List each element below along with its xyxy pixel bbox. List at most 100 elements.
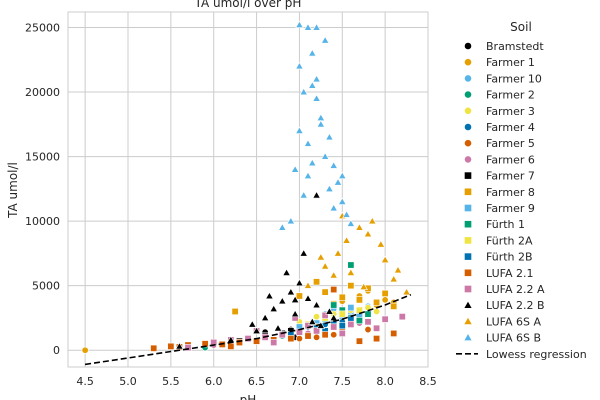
legend-label: Farmer 6 xyxy=(486,153,535,166)
series-lufa-2-2-a xyxy=(184,311,406,352)
data-point xyxy=(81,346,89,354)
data-point xyxy=(235,338,243,346)
data-point xyxy=(313,278,321,286)
data-point xyxy=(290,309,300,318)
legend-item-bramstedt: Bramstedt xyxy=(464,40,544,53)
data-point xyxy=(303,281,313,289)
legend-marker xyxy=(464,171,472,180)
data-point xyxy=(381,296,389,304)
data-point xyxy=(325,307,334,315)
x-axis-ticks: 4.5 5.0 5.5 6.0 6.5 7.0 7.5 8.0 8.5 xyxy=(76,375,436,388)
data-point xyxy=(295,278,304,287)
data-point xyxy=(287,335,295,343)
legend-label: LUFA 6S B xyxy=(486,332,541,345)
legend-marker xyxy=(464,155,472,164)
data-point xyxy=(381,289,389,297)
y-tick-label: 20000 xyxy=(25,86,60,99)
x-tick-label: 8.5 xyxy=(419,375,437,388)
data-point xyxy=(347,320,355,328)
data-point xyxy=(393,265,403,274)
data-point xyxy=(273,323,283,332)
legend-marker xyxy=(464,58,472,67)
legend-item-farmer-8: Farmer 8 xyxy=(464,186,535,199)
data-point xyxy=(330,301,338,309)
data-point xyxy=(347,304,355,312)
legend-item-farmer-9: Farmer 9 xyxy=(464,202,535,215)
data-point xyxy=(299,87,308,96)
y-axis-title: TA umol/l xyxy=(6,162,20,219)
y-tick-label: 10000 xyxy=(25,215,60,228)
data-point xyxy=(303,139,313,147)
data-point xyxy=(338,322,346,330)
legend-title: Soil xyxy=(510,20,532,34)
data-point xyxy=(290,295,300,303)
legend-label: Farmer 9 xyxy=(486,202,535,215)
legend-label: LUFA 2.1 xyxy=(486,267,533,280)
legend-label: LUFA 2.2 B xyxy=(486,299,545,312)
data-point xyxy=(373,298,381,306)
data-point xyxy=(398,313,406,321)
legend-item-farmer-7: Farmer 7 xyxy=(464,170,535,183)
data-point xyxy=(312,23,321,31)
legend-marker xyxy=(464,74,472,83)
data-point xyxy=(282,268,291,276)
legend-item-f-rth-2b: Fürth 2B xyxy=(464,251,533,264)
x-tick-label: 4.5 xyxy=(76,375,94,388)
legend-marker xyxy=(464,139,472,148)
data-point xyxy=(308,49,317,57)
legend-label: Farmer 3 xyxy=(486,105,535,118)
data-point xyxy=(290,165,300,173)
data-point xyxy=(269,304,278,312)
legend-label: Farmer 8 xyxy=(486,186,535,199)
data-point xyxy=(303,171,313,180)
data-point xyxy=(260,313,270,322)
y-axis-ticks: 0 5000 10000 15000 20000 25000 xyxy=(25,21,60,357)
data-point xyxy=(325,184,334,192)
data-point xyxy=(364,318,372,326)
series-lufa-2-2-b xyxy=(175,191,338,350)
x-tick-label: 6.0 xyxy=(205,375,223,388)
data-point xyxy=(184,344,192,352)
data-point xyxy=(320,152,330,160)
data-point xyxy=(329,161,338,169)
legend-item-farmer-1: Farmer 1 xyxy=(464,56,535,69)
data-point xyxy=(265,291,274,300)
data-point xyxy=(303,294,313,302)
legend-marker xyxy=(464,106,472,115)
legend-marker xyxy=(464,90,472,99)
series-farmer-8 xyxy=(231,278,398,315)
legend-item-farmer-6: Farmer 6 xyxy=(464,153,535,166)
data-point xyxy=(295,61,304,70)
data-point xyxy=(389,274,398,283)
data-point xyxy=(321,331,329,339)
data-point xyxy=(308,317,317,325)
legend-item-lufa-6s-b: LUFA 6S B xyxy=(463,332,541,345)
data-point xyxy=(312,300,321,309)
chart-title: TA umol/l over pH xyxy=(194,0,302,10)
y-tick-label: 5000 xyxy=(32,280,60,293)
data-point xyxy=(338,171,347,180)
data-point xyxy=(330,286,338,294)
legend: Soil Bramstedt Farmer 1 Farmer 10 Farmer 2 F… xyxy=(456,20,587,361)
legend-label: Farmer 7 xyxy=(486,170,535,183)
data-point xyxy=(346,268,356,276)
data-point xyxy=(321,288,329,296)
legend-item-f-rth-1: Fürth 1 xyxy=(464,218,525,231)
series-lufa-6s-b xyxy=(278,20,356,231)
data-point xyxy=(312,94,321,102)
data-point xyxy=(390,329,398,337)
legend-label: Fürth 2A xyxy=(486,234,533,247)
data-point xyxy=(313,313,321,321)
legend-label: Farmer 10 xyxy=(486,72,542,85)
data-point xyxy=(342,236,351,244)
data-point xyxy=(325,132,334,141)
legend-marker xyxy=(464,252,472,261)
x-tick-label: 7.0 xyxy=(291,375,309,388)
data-point xyxy=(286,216,296,225)
data-point xyxy=(342,210,351,218)
y-tick-label: 15000 xyxy=(25,151,60,164)
legend-marker xyxy=(464,42,472,50)
data-point xyxy=(355,296,363,304)
data-point xyxy=(231,307,239,315)
data-point xyxy=(304,332,312,340)
